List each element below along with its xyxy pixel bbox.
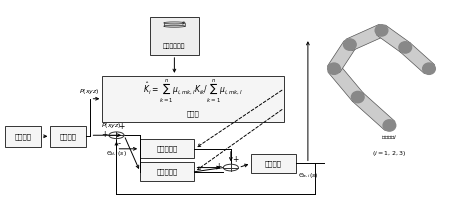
Bar bbox=[150, 17, 199, 55]
Bar bbox=[164, 23, 185, 26]
Text: $\Theta_{a,i}(s)$: $\Theta_{a,i}(s)$ bbox=[299, 172, 319, 180]
Text: +: + bbox=[215, 162, 221, 171]
Text: 模糊聚类分析: 模糊聚类分析 bbox=[163, 44, 186, 50]
Bar bbox=[251, 154, 296, 173]
Text: +: + bbox=[232, 155, 238, 164]
Text: 前馈控制器: 前馈控制器 bbox=[157, 146, 178, 152]
Text: +: + bbox=[101, 130, 108, 139]
Text: $P(xyz)$: $P(xyz)$ bbox=[101, 121, 122, 130]
Bar bbox=[102, 76, 284, 122]
Text: 被控对象: 被控对象 bbox=[265, 160, 282, 167]
Text: -: - bbox=[118, 139, 121, 148]
Ellipse shape bbox=[164, 22, 185, 24]
Text: 重心法: 重心法 bbox=[187, 110, 200, 117]
Bar bbox=[50, 126, 86, 147]
Text: 末端位姿: 末端位姿 bbox=[15, 133, 32, 140]
Text: $P(xyz)$: $P(xyz)$ bbox=[79, 87, 100, 96]
Text: 位置逆解: 位置逆解 bbox=[60, 133, 76, 140]
Bar bbox=[140, 162, 194, 181]
Bar bbox=[140, 139, 194, 158]
Bar bbox=[5, 126, 41, 147]
Text: 反馈控制器: 反馈控制器 bbox=[157, 168, 178, 175]
Ellipse shape bbox=[164, 25, 185, 27]
Text: +: + bbox=[118, 122, 124, 131]
Text: $\Theta_{d,i}(s)$: $\Theta_{d,i}(s)$ bbox=[106, 150, 127, 159]
Text: $\hat{K}_i=\sum_{k=1}^{n}\mu_{i,mk,l}K_{ik}/\sum_{k=1}^{n}\mu_{i,mk,l}$: $\hat{K}_i=\sum_{k=1}^{n}\mu_{i,mk,l}K_{… bbox=[143, 78, 243, 105]
